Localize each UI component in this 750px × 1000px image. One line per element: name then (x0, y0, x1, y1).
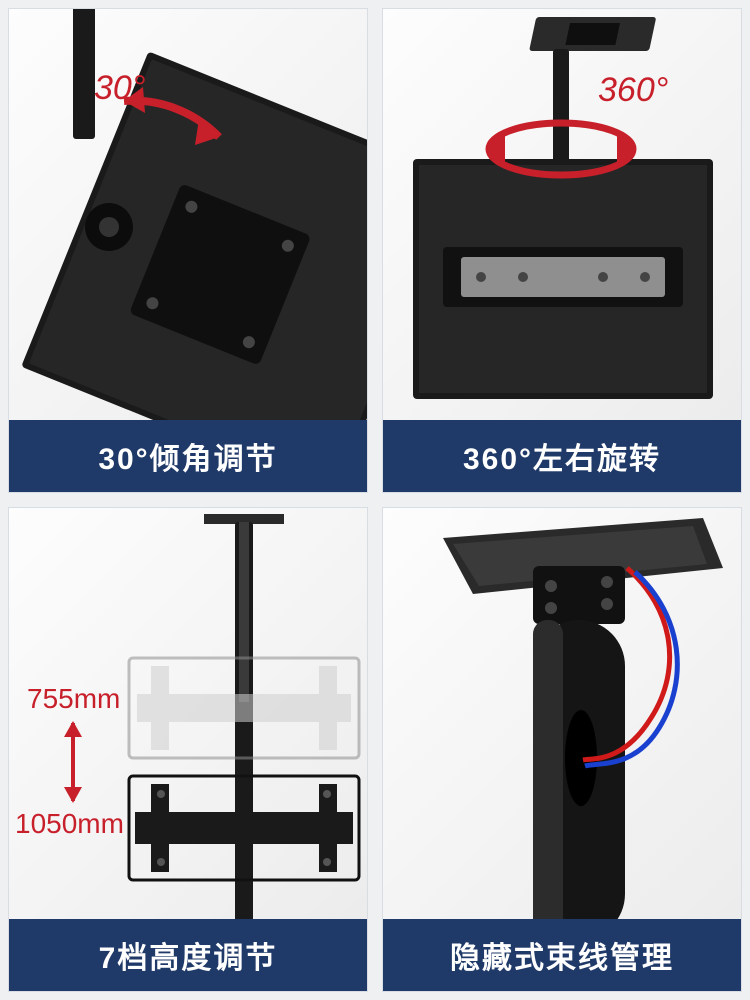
tilt-illustration (9, 9, 367, 420)
panel-swivel: 360° 360°左右旋转 (382, 8, 742, 493)
panel-height-image: 755mm 1050mm (9, 508, 367, 919)
panel-swivel-caption: 360°左右旋转 (383, 420, 741, 492)
height-min-label: 755mm (27, 683, 120, 715)
panel-tilt-caption: 30°倾角调节 (9, 420, 367, 492)
panel-tilt-image: 30° (9, 9, 367, 420)
panel-tilt: 30° 30°倾角调节 (8, 8, 368, 493)
cable-illustration (383, 508, 741, 919)
panel-cable-image (383, 508, 741, 919)
swivel-illustration (383, 9, 741, 420)
tilt-angle-label: 30° (94, 69, 145, 108)
infographic-grid: 30° 30°倾角调节 (0, 0, 750, 1000)
panel-swivel-image: 360° (383, 9, 741, 420)
height-range-arrow (71, 723, 75, 801)
panel-height-caption: 7档高度调节 (9, 919, 367, 991)
panel-cable: 隐藏式束线管理 (382, 507, 742, 992)
panel-height: 755mm 1050mm 7档高度调节 (8, 507, 368, 992)
height-max-label: 1050mm (15, 808, 124, 840)
panel-cable-caption: 隐藏式束线管理 (383, 919, 741, 991)
swivel-angle-label: 360° (598, 71, 668, 110)
